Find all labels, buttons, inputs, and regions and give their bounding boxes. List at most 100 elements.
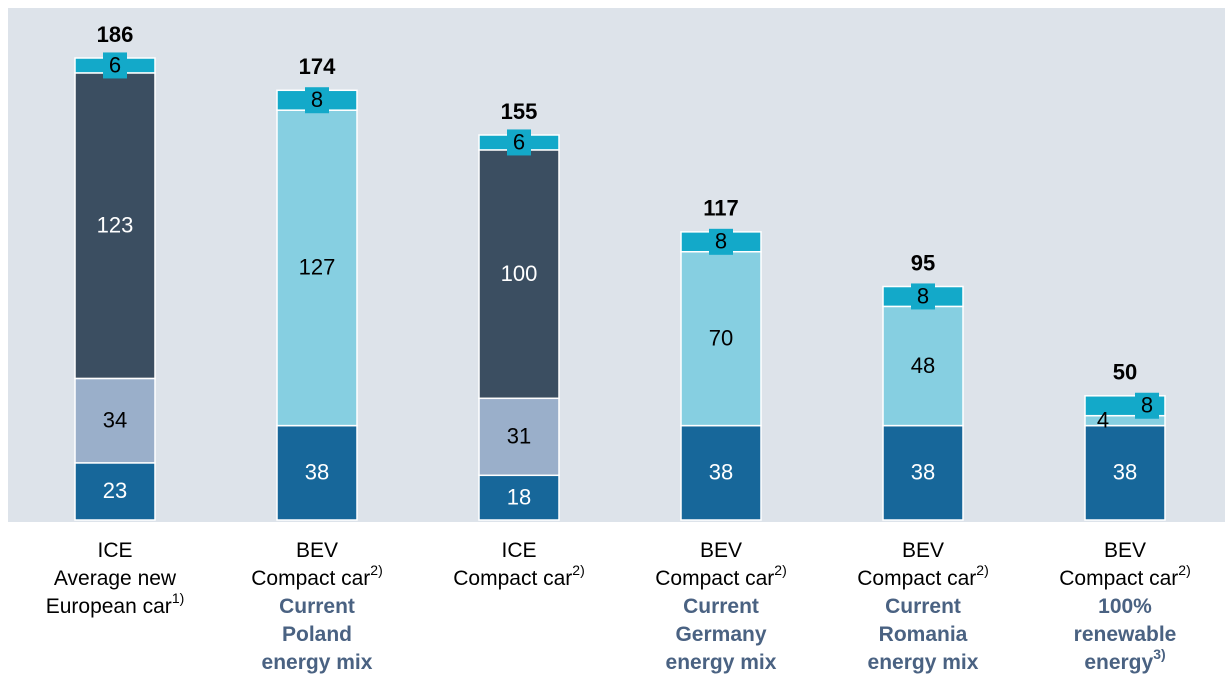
value-label: 31	[507, 424, 531, 449]
x-tick-label: Average new	[54, 567, 177, 590]
footnote-mark: 2)	[774, 562, 786, 578]
value-label: 8	[715, 229, 727, 254]
value-label: 70	[709, 325, 733, 350]
x-tick-label: BEV	[1104, 539, 1146, 562]
x-tick-label: energy mix	[262, 651, 373, 674]
bar-segment	[74, 462, 156, 521]
x-tick-label: 100%	[1098, 595, 1152, 618]
value-label: 100	[501, 261, 538, 286]
x-tick-label: BEV	[902, 539, 944, 562]
label-text: Compact car	[655, 567, 774, 590]
bar-segment	[74, 377, 156, 464]
value-label: 4	[1097, 407, 1109, 432]
label-box	[103, 52, 127, 79]
x-tick-label: Current	[279, 595, 355, 618]
bar-segment	[478, 149, 560, 400]
label-text: BEV	[700, 539, 742, 562]
label-text: energy	[1084, 651, 1153, 674]
value-label: 8	[311, 87, 323, 112]
label-text: Average new	[54, 567, 177, 590]
value-label: 123	[97, 212, 134, 237]
label-text: Germany	[675, 623, 766, 646]
x-tick-label: Compact car2)	[1059, 562, 1191, 590]
label-text: energy mix	[666, 651, 777, 674]
x-tick-label: Romania	[879, 623, 968, 646]
x-tick-label: energy3)	[1084, 646, 1165, 674]
total-label: 117	[703, 196, 739, 221]
label-text: energy mix	[868, 651, 979, 674]
x-tick-label: ICE	[97, 539, 132, 562]
total-label: 174	[299, 54, 336, 79]
value-label: 38	[1113, 460, 1137, 485]
footnote-mark: 3)	[1153, 646, 1165, 662]
label-text: Romania	[879, 623, 968, 646]
label-text: European car	[46, 595, 172, 618]
label-text: energy mix	[262, 651, 373, 674]
label-text: Poland	[282, 623, 352, 646]
x-tick-label: Compact car2)	[655, 562, 787, 590]
value-label: 6	[513, 129, 525, 154]
footnote-mark: 2)	[572, 562, 584, 578]
label-text: BEV	[902, 539, 944, 562]
x-tick-label: BEV	[296, 539, 338, 562]
value-label: 48	[911, 353, 935, 378]
label-text: BEV	[1104, 539, 1146, 562]
label-text: BEV	[296, 539, 338, 562]
bar-segment	[680, 250, 762, 427]
x-tick-label: Current	[683, 595, 759, 618]
footnote-mark: 2)	[976, 562, 988, 578]
value-label: 18	[507, 484, 531, 509]
x-tick-label: renewable	[1074, 623, 1177, 646]
value-label: 34	[103, 407, 127, 432]
label-text: Current	[683, 595, 759, 618]
label-box	[709, 228, 733, 255]
x-tick-label: Current	[885, 595, 961, 618]
bar-segment	[1084, 424, 1166, 521]
x-tick-label: Germany	[675, 623, 766, 646]
value-label: 23	[103, 478, 127, 503]
x-tick-label: BEV	[700, 539, 742, 562]
total-label: 95	[911, 250, 935, 275]
footnote-mark: 2)	[1178, 562, 1190, 578]
plot-background	[8, 8, 1225, 522]
label-text: ICE	[97, 539, 132, 562]
x-tick-label: energy mix	[868, 651, 979, 674]
x-tick-label: European car1)	[46, 590, 185, 618]
label-text: Compact car	[453, 567, 572, 590]
footnote-mark: 1)	[172, 590, 184, 606]
bar-segment	[680, 424, 762, 521]
value-label: 38	[305, 460, 329, 485]
label-text: Compact car	[857, 567, 976, 590]
label-box	[911, 283, 935, 310]
x-tick-label: ICE	[501, 539, 536, 562]
x-tick-label: Compact car2)	[453, 562, 585, 590]
value-label: 38	[709, 460, 733, 485]
value-label: 8	[917, 283, 929, 308]
label-text: 100%	[1098, 595, 1152, 618]
label-text: Compact car	[251, 567, 370, 590]
value-label: 127	[299, 255, 336, 280]
x-tick-label: Compact car2)	[857, 562, 989, 590]
value-label: 6	[109, 52, 121, 77]
footnote-mark: 2)	[370, 562, 382, 578]
label-text: renewable	[1074, 623, 1177, 646]
x-tick-label: energy mix	[666, 651, 777, 674]
label-text: Current	[885, 595, 961, 618]
bar-segment	[276, 109, 358, 427]
label-box	[305, 87, 329, 114]
bar-segment	[478, 474, 560, 521]
value-label: 38	[911, 460, 935, 485]
value-label: 8	[1141, 393, 1153, 418]
total-label: 186	[97, 22, 134, 47]
bar-segment	[882, 305, 964, 427]
label-text: Current	[279, 595, 355, 618]
label-box	[507, 129, 531, 156]
x-tick-label: Poland	[282, 623, 352, 646]
label-box	[1135, 392, 1159, 419]
total-label: 155	[501, 99, 538, 124]
total-label: 50	[1113, 360, 1137, 385]
bar-segment	[478, 397, 560, 477]
label-text: ICE	[501, 539, 536, 562]
label-text: Compact car	[1059, 567, 1178, 590]
